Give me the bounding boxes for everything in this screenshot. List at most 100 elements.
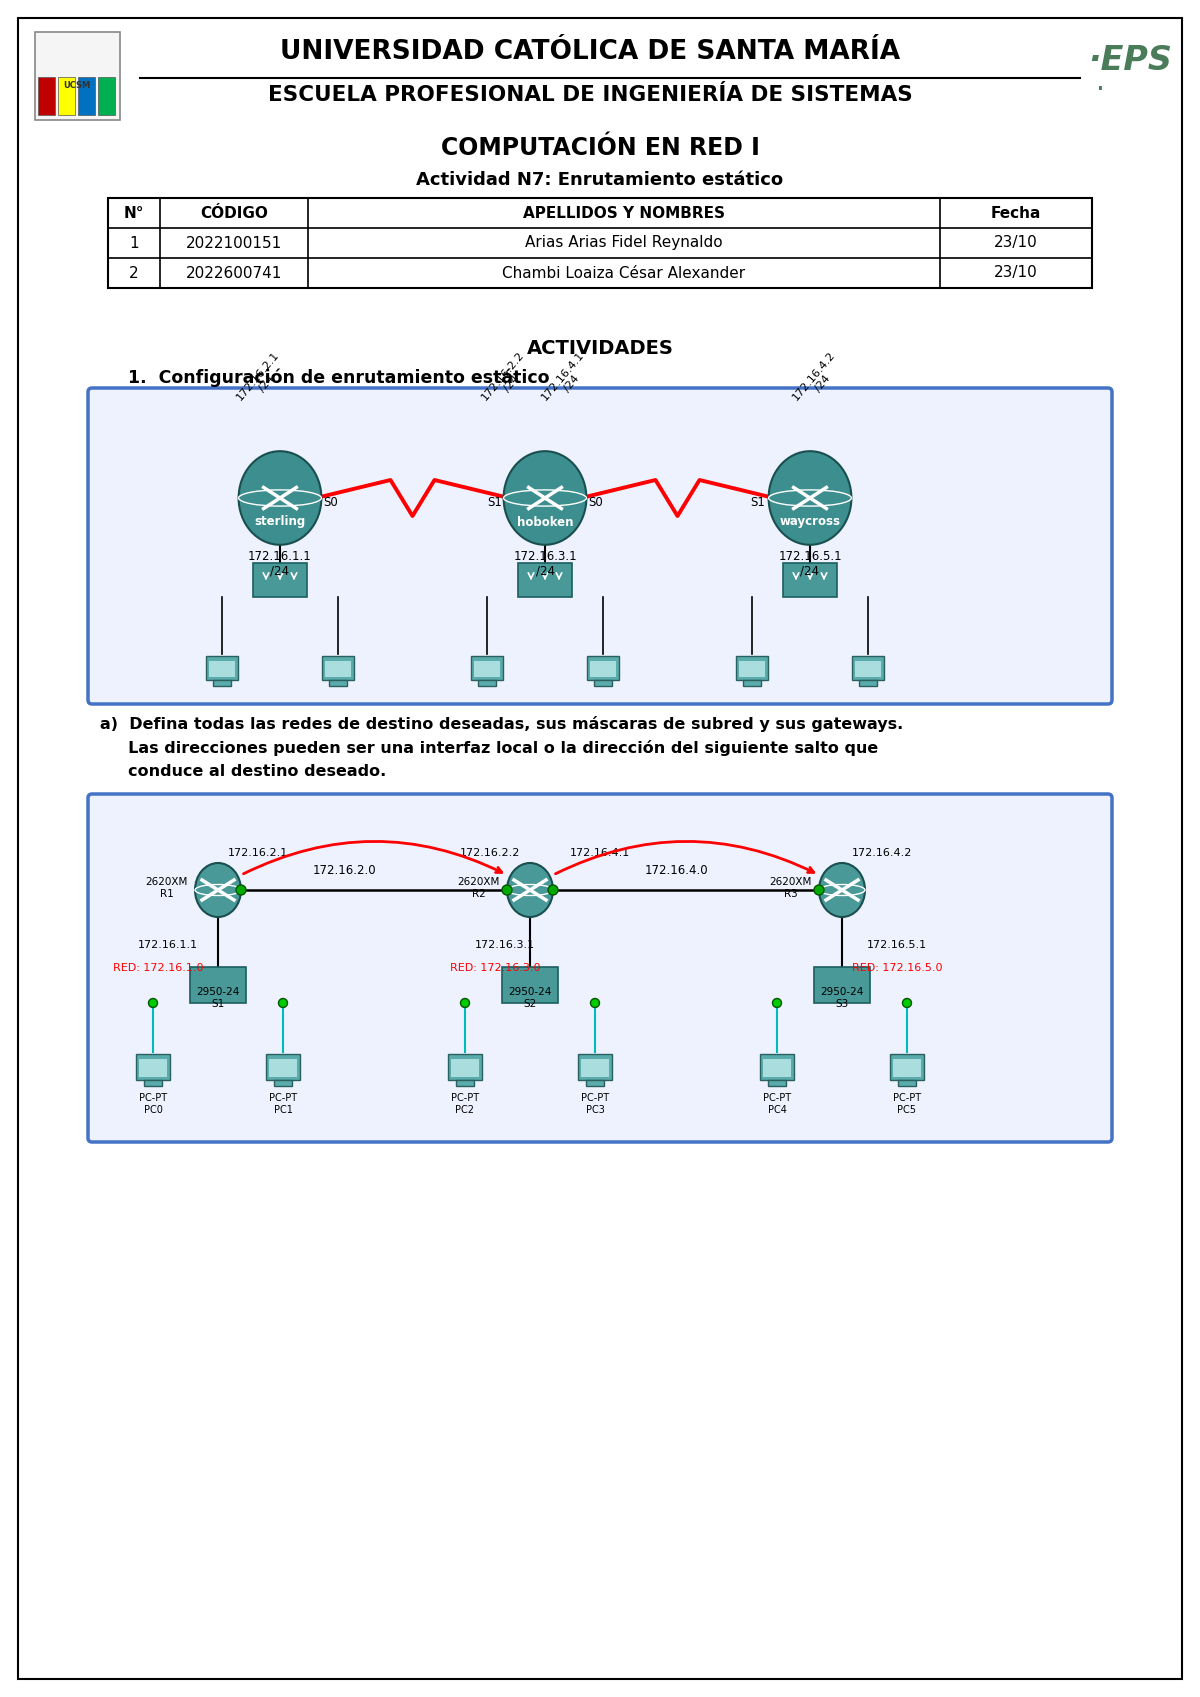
Bar [448, 1054, 482, 1079]
Text: CÓDIGO: CÓDIGO [200, 205, 268, 221]
Text: 172.16.2.1: 172.16.2.1 [228, 848, 288, 859]
Text: 172.16.4.1: 172.16.4.1 [570, 848, 630, 859]
Text: 172.16.2.1
/24: 172.16.2.1 /24 [234, 350, 289, 411]
Bar [136, 1054, 170, 1079]
Bar [470, 657, 503, 680]
Bar [274, 1079, 292, 1086]
Bar [859, 680, 877, 686]
Text: N°: N° [124, 205, 144, 221]
Text: Arias Arias Fidel Reynaldo: Arias Arias Fidel Reynaldo [526, 236, 722, 251]
Circle shape [278, 998, 288, 1008]
Text: 2620XM
R2: 2620XM R2 [457, 877, 500, 899]
Circle shape [902, 998, 912, 1008]
Text: 2950-24
S3: 2950-24 S3 [821, 988, 864, 1010]
Bar [578, 1054, 612, 1079]
Bar [98, 76, 115, 115]
Bar [502, 967, 558, 1003]
Text: 23/10: 23/10 [994, 236, 1038, 251]
Ellipse shape [239, 451, 322, 545]
Bar [329, 680, 347, 686]
Text: 172.16.4.2: 172.16.4.2 [852, 848, 912, 859]
Text: RED: 172.16.3.0: RED: 172.16.3.0 [450, 962, 540, 972]
Text: 172.16.2.2
/24: 172.16.2.2 /24 [479, 350, 535, 411]
Text: ·EPS: ·EPS [1088, 44, 1172, 76]
Circle shape [548, 886, 558, 894]
Text: ·: · [1096, 76, 1104, 104]
Bar [784, 563, 838, 597]
Bar [38, 76, 55, 115]
Text: PC-PT
PC4: PC-PT PC4 [763, 1093, 791, 1115]
Bar [190, 967, 246, 1003]
Bar [890, 1054, 924, 1079]
Text: conduce al destino deseado.: conduce al destino deseado. [100, 765, 386, 779]
Text: 2022100151: 2022100151 [186, 236, 282, 251]
Bar [736, 657, 768, 680]
Bar [893, 1059, 922, 1078]
Circle shape [502, 886, 512, 894]
Text: 23/10: 23/10 [994, 265, 1038, 280]
Text: waycross: waycross [780, 516, 840, 528]
Text: S1: S1 [750, 497, 764, 509]
Bar [78, 76, 95, 115]
Text: 1: 1 [130, 236, 139, 251]
Text: 172.16.1.1: 172.16.1.1 [138, 940, 198, 950]
Ellipse shape [504, 451, 587, 545]
Text: PC-PT
PC2: PC-PT PC2 [451, 1093, 479, 1115]
Text: Las direcciones pueden ser una interfaz local o la dirección del siguiente salto: Las direcciones pueden ser una interfaz … [100, 740, 878, 755]
Circle shape [236, 886, 246, 894]
Ellipse shape [818, 864, 865, 916]
Text: 172.16.3.1: 172.16.3.1 [475, 940, 535, 950]
Text: a)  Defina todas las redes de destino deseadas, sus máscaras de subred y sus gat: a) Defina todas las redes de destino des… [100, 716, 904, 731]
Text: 172.16.5.1
/24: 172.16.5.1 /24 [778, 550, 842, 579]
Circle shape [773, 998, 781, 1008]
Text: ACTIVIDADES: ACTIVIDADES [527, 338, 673, 358]
Bar [587, 657, 619, 680]
Bar [456, 1079, 474, 1086]
Text: hoboken: hoboken [517, 516, 574, 528]
Bar [214, 680, 230, 686]
Circle shape [814, 886, 824, 894]
Bar [266, 1054, 300, 1079]
Bar [322, 657, 354, 680]
Bar [854, 662, 881, 677]
Text: 172.16.4.2
/24: 172.16.4.2 /24 [791, 350, 846, 411]
Bar [518, 563, 572, 597]
Text: RED: 172.16.5.0: RED: 172.16.5.0 [852, 962, 942, 972]
Bar [253, 563, 307, 597]
FancyBboxPatch shape [88, 389, 1112, 704]
Text: PC-PT
PC1: PC-PT PC1 [269, 1093, 298, 1115]
Bar [581, 1059, 610, 1078]
Bar [586, 1079, 604, 1086]
Text: 172.16.4.0: 172.16.4.0 [644, 864, 708, 876]
Text: PC-PT
PC5: PC-PT PC5 [893, 1093, 922, 1115]
Bar [269, 1059, 298, 1078]
Text: 1.  Configuración de enrutamiento estático: 1. Configuración de enrutamiento estátic… [128, 368, 550, 387]
Text: Actividad N7: Enrutamiento estático: Actividad N7: Enrutamiento estático [416, 171, 784, 188]
Bar [474, 662, 500, 677]
Text: 172.16.4.1
/24: 172.16.4.1 /24 [539, 350, 595, 411]
Bar [898, 1079, 916, 1086]
Bar [594, 680, 612, 686]
Bar [139, 1059, 167, 1078]
Bar [478, 680, 496, 686]
Ellipse shape [769, 451, 852, 545]
Text: UCSM: UCSM [64, 80, 91, 90]
Text: PC-PT
PC3: PC-PT PC3 [581, 1093, 610, 1115]
Bar [814, 967, 870, 1003]
Bar [763, 1059, 791, 1078]
Ellipse shape [508, 864, 553, 916]
Bar [108, 199, 1092, 288]
Text: 172.16.5.1: 172.16.5.1 [866, 940, 928, 950]
Text: PC-PT
PC0: PC-PT PC0 [139, 1093, 167, 1115]
Text: S1: S1 [487, 497, 502, 509]
Text: 2950-24
S1: 2950-24 S1 [197, 988, 240, 1010]
Text: RED: 172.16.1.0: RED: 172.16.1.0 [113, 962, 204, 972]
Bar [35, 32, 120, 120]
Text: 172.16.3.1
/24: 172.16.3.1 /24 [514, 550, 577, 579]
Text: Chambi Loaiza César Alexander: Chambi Loaiza César Alexander [503, 265, 745, 280]
Bar [325, 662, 352, 677]
Text: 2620XM
R1: 2620XM R1 [145, 877, 188, 899]
Bar [760, 1054, 794, 1079]
Bar [852, 657, 884, 680]
Text: COMPUTACIÓN EN RED I: COMPUTACIÓN EN RED I [440, 136, 760, 160]
